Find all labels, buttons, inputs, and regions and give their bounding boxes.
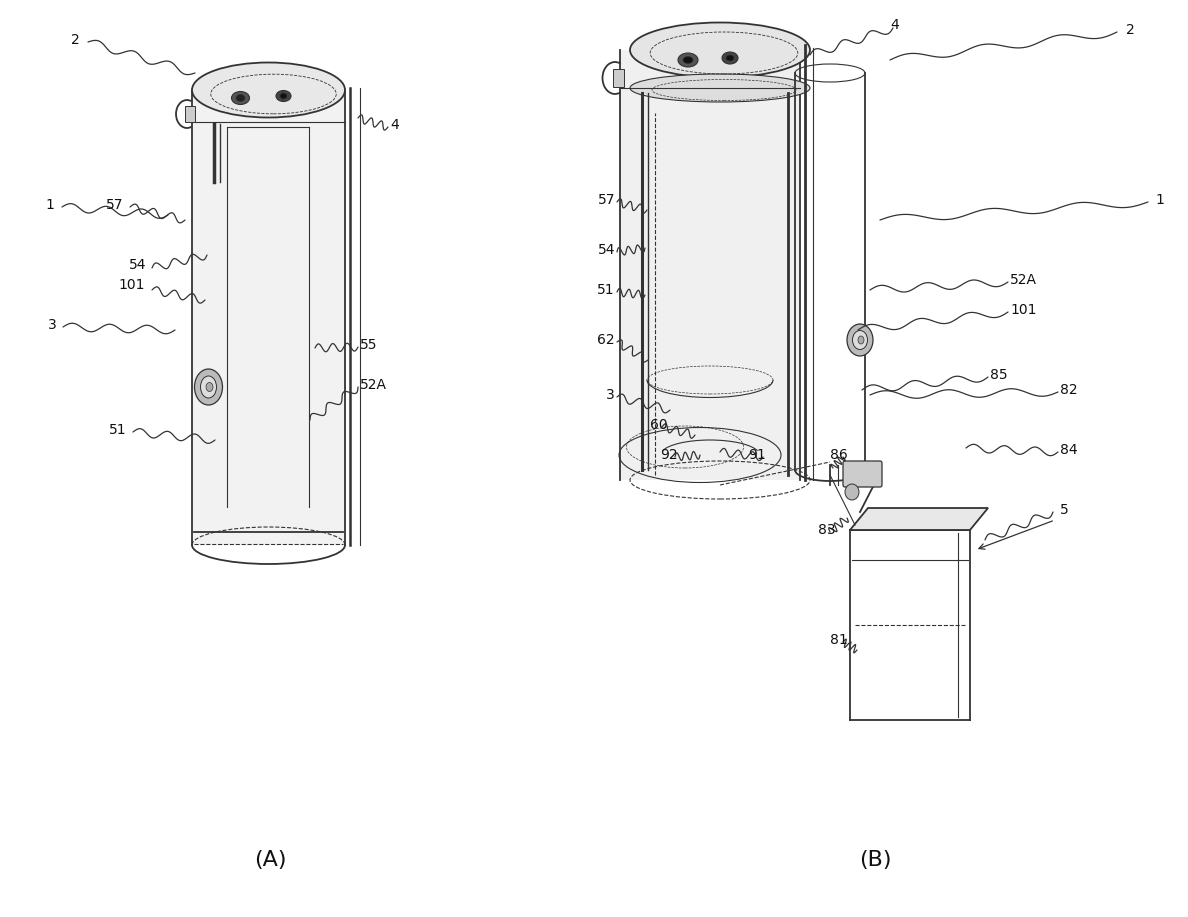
Ellipse shape <box>236 94 245 102</box>
Text: 101: 101 <box>119 278 145 292</box>
Ellipse shape <box>722 52 738 64</box>
Text: 57: 57 <box>598 193 615 207</box>
Text: 4: 4 <box>891 18 899 32</box>
Ellipse shape <box>845 484 859 500</box>
Text: 91: 91 <box>748 448 766 462</box>
Bar <box>185 106 195 122</box>
Text: 2: 2 <box>1125 23 1135 37</box>
Text: 54: 54 <box>129 258 147 272</box>
Text: 60: 60 <box>650 418 668 432</box>
Text: 51: 51 <box>598 283 615 297</box>
Ellipse shape <box>630 23 810 78</box>
Text: 82: 82 <box>1060 383 1078 397</box>
Text: (A): (A) <box>254 850 286 870</box>
Ellipse shape <box>630 74 810 102</box>
Text: 86: 86 <box>830 448 848 462</box>
Ellipse shape <box>206 382 213 392</box>
Text: 62: 62 <box>598 333 615 347</box>
Text: 85: 85 <box>990 368 1007 382</box>
Ellipse shape <box>726 55 734 61</box>
Text: 57: 57 <box>106 198 124 212</box>
Ellipse shape <box>847 324 873 356</box>
Text: 54: 54 <box>598 243 615 257</box>
Ellipse shape <box>683 57 693 63</box>
Text: 1: 1 <box>1156 193 1164 207</box>
Text: 84: 84 <box>1060 443 1078 457</box>
Text: 101: 101 <box>1010 303 1036 317</box>
Text: 52A: 52A <box>360 378 387 392</box>
Ellipse shape <box>201 376 216 398</box>
Text: 51: 51 <box>109 423 127 437</box>
Text: 83: 83 <box>819 523 835 537</box>
Ellipse shape <box>276 91 291 102</box>
Text: 5: 5 <box>1060 503 1069 517</box>
Text: 2: 2 <box>70 33 80 47</box>
Ellipse shape <box>280 93 287 99</box>
Text: 4: 4 <box>390 118 399 132</box>
Ellipse shape <box>858 336 864 344</box>
Text: 52A: 52A <box>1010 273 1037 287</box>
Polygon shape <box>849 508 988 530</box>
Text: 3: 3 <box>606 388 615 402</box>
FancyBboxPatch shape <box>192 90 345 545</box>
FancyBboxPatch shape <box>843 461 881 487</box>
Bar <box>613 69 624 87</box>
Text: 1: 1 <box>45 198 55 212</box>
Ellipse shape <box>853 330 867 349</box>
Text: 3: 3 <box>48 318 56 332</box>
Text: 55: 55 <box>360 338 378 352</box>
Ellipse shape <box>678 53 699 67</box>
Text: 92: 92 <box>661 448 677 462</box>
Text: 81: 81 <box>830 633 848 647</box>
Ellipse shape <box>195 369 222 405</box>
Ellipse shape <box>192 62 345 117</box>
Ellipse shape <box>232 92 249 105</box>
Text: (B): (B) <box>859 850 891 870</box>
Bar <box>620 50 800 480</box>
